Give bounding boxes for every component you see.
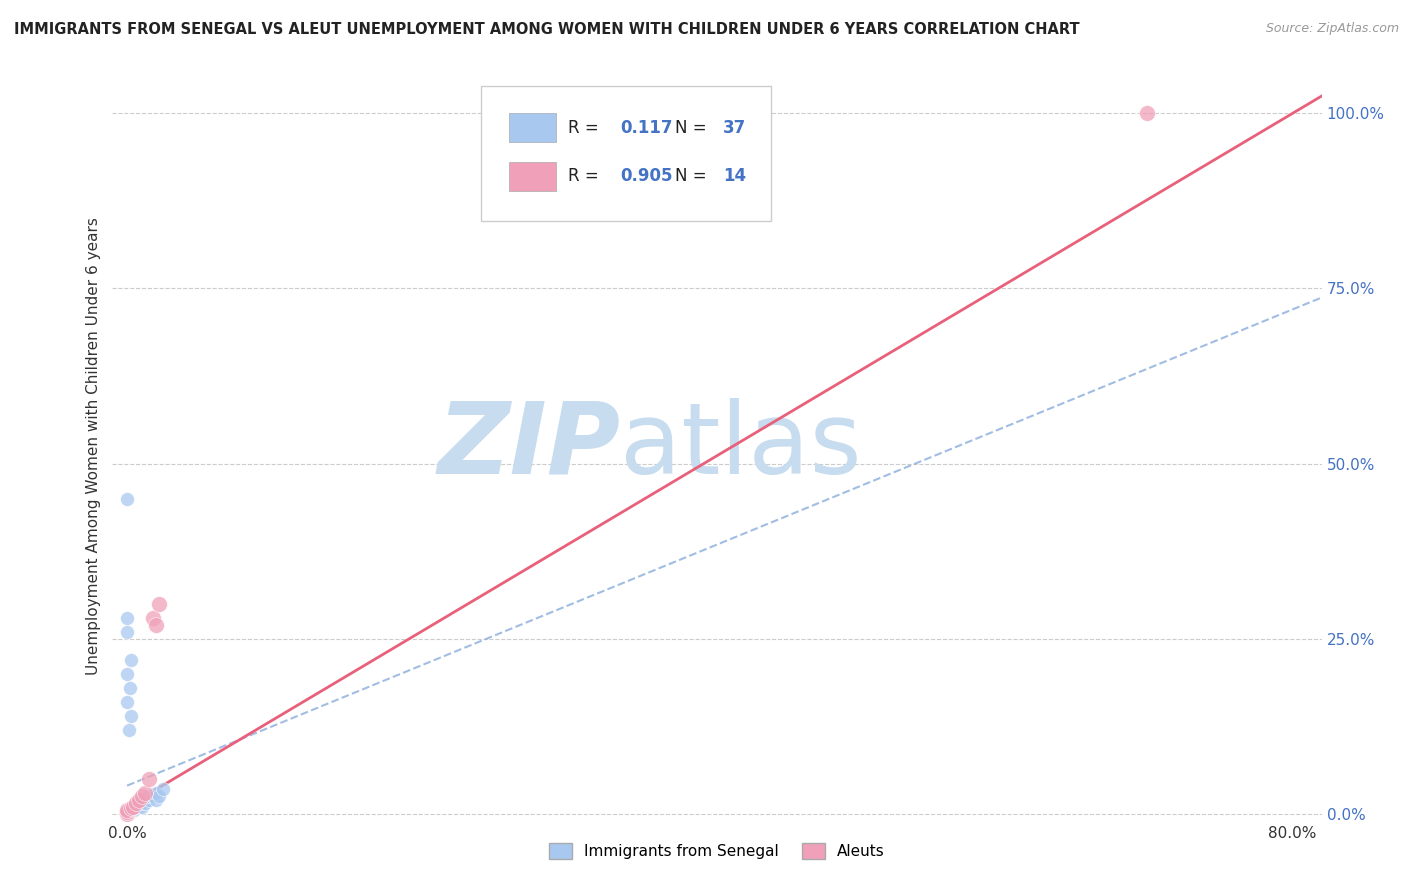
Point [124, 803, 146, 817]
Point [138, 772, 160, 786]
Text: ZIP: ZIP [437, 398, 620, 494]
FancyBboxPatch shape [481, 87, 772, 221]
Point [128, 792, 150, 806]
Point [138, 792, 160, 806]
Point [115, 806, 138, 821]
Point [115, 624, 138, 639]
Point [131, 789, 153, 804]
Point [115, 666, 138, 681]
Point [120, 708, 142, 723]
Point [115, 803, 138, 817]
Point [115, 806, 138, 821]
Point [115, 806, 138, 821]
Point [115, 806, 138, 821]
Text: 37: 37 [723, 119, 747, 136]
Point [115, 610, 138, 624]
Text: R =: R = [568, 119, 605, 136]
Point [124, 801, 146, 815]
Point [131, 792, 153, 806]
Point [115, 805, 138, 819]
Text: 0.117: 0.117 [620, 119, 673, 136]
Point [115, 805, 138, 819]
Point [134, 796, 156, 810]
Point [148, 789, 170, 804]
Point [120, 652, 142, 666]
Point [115, 491, 138, 506]
Point [145, 786, 167, 800]
Point [120, 801, 142, 815]
Point [117, 723, 139, 737]
Point [131, 796, 153, 810]
Point [145, 617, 167, 632]
Text: 14: 14 [723, 168, 747, 186]
Text: R =: R = [568, 168, 605, 186]
Point [122, 799, 145, 814]
Point [142, 610, 165, 624]
Point [138, 789, 160, 804]
Point [134, 786, 156, 800]
Y-axis label: Unemployment Among Women with Children Under 6 years: Unemployment Among Women with Children U… [86, 217, 101, 675]
Point [115, 806, 138, 821]
Text: N =: N = [675, 168, 711, 186]
Point [118, 681, 141, 695]
Point [125, 796, 148, 810]
Point [131, 799, 153, 814]
Point [115, 805, 138, 820]
Text: atlas: atlas [620, 398, 862, 494]
Point [1136, 106, 1159, 120]
FancyBboxPatch shape [509, 161, 557, 191]
FancyBboxPatch shape [509, 113, 557, 142]
Point [142, 789, 165, 804]
Legend: Immigrants from Senegal, Aleuts: Immigrants from Senegal, Aleuts [543, 838, 891, 865]
Text: N =: N = [675, 119, 711, 136]
Point [115, 805, 138, 820]
Text: IMMIGRANTS FROM SENEGAL VS ALEUT UNEMPLOYMENT AMONG WOMEN WITH CHILDREN UNDER 6 : IMMIGRANTS FROM SENEGAL VS ALEUT UNEMPLO… [14, 22, 1080, 37]
Text: Source: ZipAtlas.com: Source: ZipAtlas.com [1265, 22, 1399, 36]
Point [128, 799, 150, 814]
Point [115, 805, 138, 820]
Point [148, 597, 170, 611]
Point [115, 804, 138, 818]
Point [115, 695, 138, 709]
Point [145, 792, 167, 806]
Point [115, 806, 138, 821]
Point [152, 782, 174, 797]
Point [128, 796, 150, 810]
Point [115, 806, 138, 821]
Point [115, 806, 138, 821]
Point [115, 805, 138, 820]
Text: 0.905: 0.905 [620, 168, 673, 186]
